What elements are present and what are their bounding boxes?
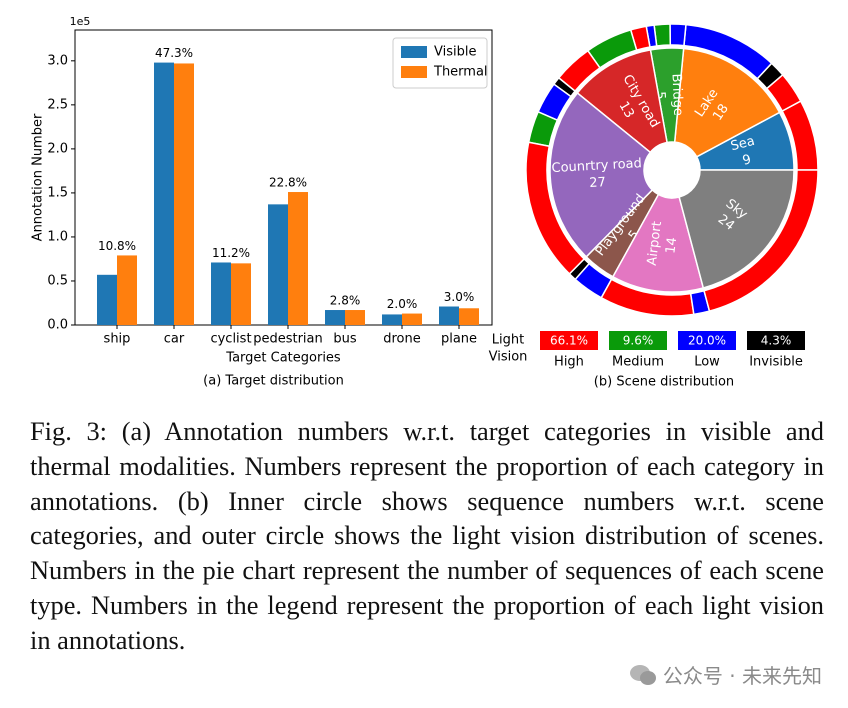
y-tick-label: 0.5 [47,273,68,288]
legend-label: Low [694,355,720,370]
x-tick-label: car [164,332,185,347]
ring-segment [703,169,819,313]
pie-slice [673,47,781,158]
legend-title: Vision [489,350,528,365]
bar [325,310,345,325]
bar [154,62,174,325]
x-tick-label: cyclist [210,332,251,347]
pie-slice [611,193,705,293]
legend-swatch [540,331,598,350]
y-tick-label: 1.0 [47,229,68,244]
slice-name: Sea [729,134,756,154]
bar [382,314,402,325]
caption: Fig. 3: (a) Annotation numbers w.r.t. ta… [30,416,824,655]
slice-value: 14 [663,236,680,254]
legend-swatch [401,46,427,58]
percent-label: 2.8% [330,294,361,308]
slice-value: 13 [615,99,636,121]
percent-label: 22.8% [269,176,307,190]
legend-swatch [609,331,667,350]
y-tick-label: 2.0 [47,141,68,156]
subcaption: (b) Scene distribution [594,375,734,390]
bar [459,308,479,325]
bar [97,274,117,325]
legend-swatch [678,331,736,350]
percent-label: 11.2% [212,246,250,260]
slice-name: Airport [645,220,665,266]
legend-value: 20.0% [688,334,726,348]
y-axis-label: Annotation Number [31,113,46,241]
y-tick-label: 1.5 [47,185,68,200]
watermark: 公众号 · 未来先知 [629,660,822,689]
bar [231,263,251,325]
legend-label: Invisible [749,355,803,370]
figure: 0.0 0.5 1.0 1.5 2.0 2.5 3.0 1e5 Annotation Numbe… [31,15,819,390]
y-scale-label: 1e5 [70,15,91,28]
legend-title: Light [492,333,524,348]
legend-value: 4.3% [761,334,792,348]
x-tick-label: pedestrian [253,332,323,347]
x-tick-label: plane [441,332,477,347]
legend-label: Visible [434,45,476,60]
subcaption: (a) Target distribution [203,374,344,389]
x-tick-label: ship [104,332,131,347]
slice-value: 5 [652,91,667,100]
slice-name: Counrtry road [551,156,642,176]
slice-value: 27 [589,175,606,191]
legend-swatch [747,331,805,350]
legend-swatch [401,66,427,78]
ring-segment [669,23,687,47]
watermark-text: 公众号 · 未来先知 [662,664,822,688]
percent-label: 2.0% [387,297,418,311]
bar [402,313,422,325]
x-tick-label: drone [383,332,421,347]
bar [439,306,459,325]
pie-slice [549,91,654,258]
pie-slice [576,49,668,154]
bar [211,262,231,325]
bar [288,192,308,325]
legend-value: 66.1% [550,334,588,348]
legend-label: Thermal [433,65,488,80]
bar [174,63,194,326]
percent-label: 3.0% [444,290,475,304]
bar [268,204,288,325]
percent-label: 10.8% [98,239,136,253]
legend-value: 9.6% [623,334,654,348]
bar [117,255,137,325]
x-axis-label: Target Categories [225,351,341,366]
slice-name: Bridge [669,73,686,116]
legend-label: Medium [612,355,664,370]
y-tick-label: 3.0 [47,53,68,68]
y-tick-label: 2.5 [47,97,68,112]
legend-label: High [554,355,584,370]
pie-slice [678,169,795,289]
bar [345,310,365,325]
percent-label: 47.3% [155,46,193,60]
watermark-icon [629,664,656,685]
y-tick-label: 0.0 [47,318,68,333]
x-tick-label: bus [333,332,356,347]
slice-value: 9 [741,152,753,169]
